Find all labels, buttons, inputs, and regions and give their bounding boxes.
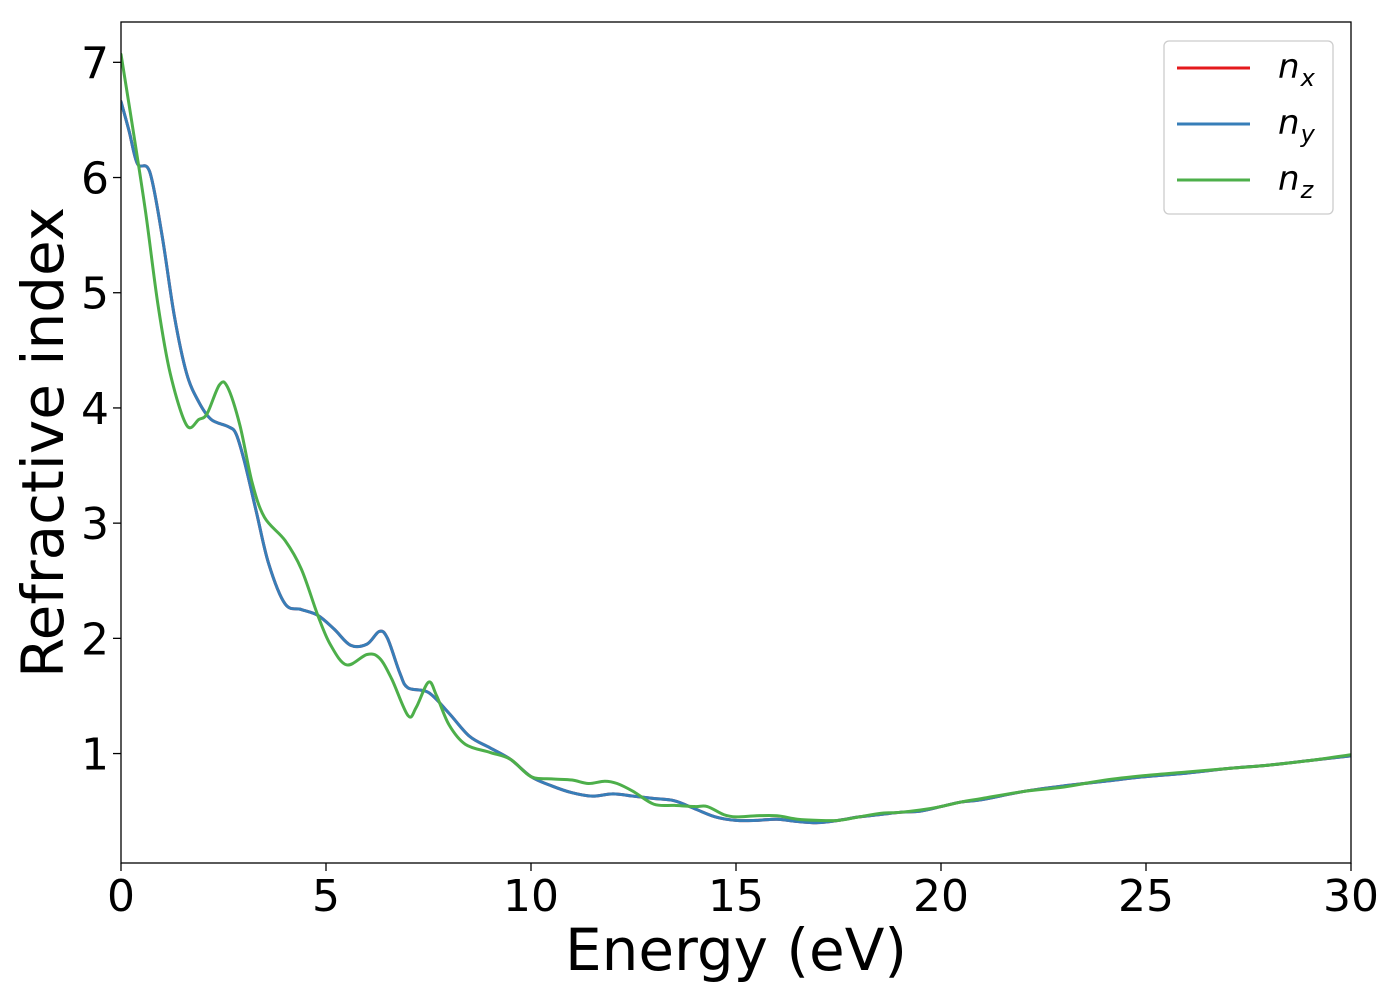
- x-tick-label-30: 30: [1323, 871, 1379, 922]
- x-tick-label-5: 5: [312, 871, 340, 922]
- y-axis-title: Refractive index: [9, 207, 77, 678]
- plot-area: [121, 22, 1351, 863]
- y-tick-label-1: 1: [81, 730, 109, 781]
- legend-label-nx: nx: [1278, 47, 1316, 92]
- y-tick-label-7: 7: [81, 38, 109, 89]
- y-tick-label-4: 4: [81, 384, 109, 435]
- legend-box: [1163, 40, 1334, 215]
- series-group: [121, 52, 1351, 825]
- legend: nx ny nz: [1163, 40, 1334, 215]
- x-axis-title: Energy (eV): [565, 916, 907, 984]
- x-tick-label-20: 20: [913, 871, 969, 922]
- x-tick-label-15: 15: [708, 871, 764, 922]
- y-tick-label-3: 3: [81, 499, 109, 550]
- y-tick-label-5: 5: [81, 269, 109, 320]
- legend-label-ny: ny: [1278, 103, 1316, 148]
- x-tick-label-25: 25: [1118, 871, 1174, 922]
- series-layer: [121, 52, 1351, 825]
- axes-layer: 0 5 10 15 20 25 30 1 2 3 4 5 6 7: [81, 21, 1379, 922]
- x-tick-label-0: 0: [107, 871, 135, 922]
- plot-background: [121, 22, 1351, 863]
- y-tick-label-6: 6: [81, 154, 109, 205]
- x-tick-label-10: 10: [503, 871, 559, 922]
- legend-label-nz: nz: [1278, 159, 1315, 204]
- series-line-nz: [121, 52, 1351, 823]
- y-tick-label-2: 2: [81, 614, 109, 665]
